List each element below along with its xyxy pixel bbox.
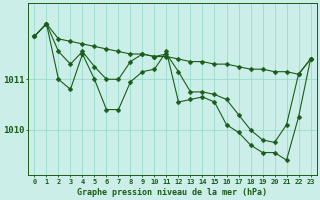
- X-axis label: Graphe pression niveau de la mer (hPa): Graphe pression niveau de la mer (hPa): [77, 188, 268, 197]
